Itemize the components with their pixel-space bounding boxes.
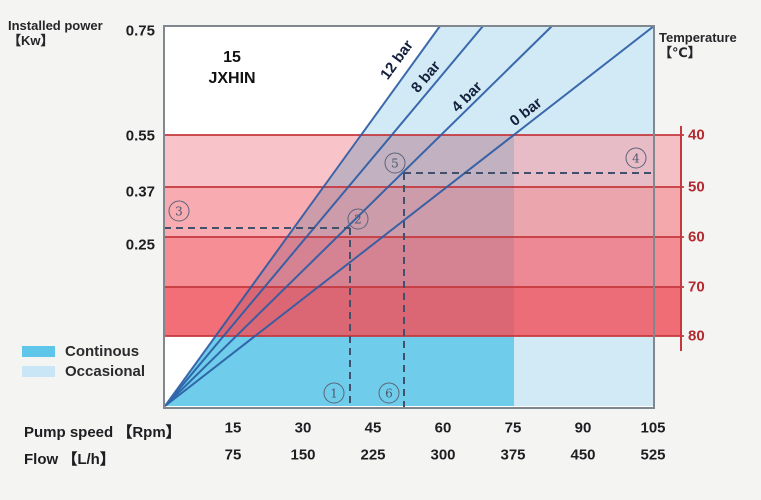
temperature-tick: 70 [688,278,705,296]
pump-speed-tick: 30 [294,419,312,437]
flow-tick: 150 [290,446,316,464]
continuous-swatch [22,345,55,357]
pressure-line-8bar [164,25,484,407]
temp-band-50-60 [164,187,681,237]
pump-speed-tick: 60 [434,419,452,437]
power-tick: 0.37 [125,183,155,201]
temperature-tick: 80 [688,327,705,345]
model-number: 15 [223,49,241,66]
example-marker-5: 5 [384,152,406,174]
temperature-tick: 40 [688,126,705,144]
flow-axis-title: Flow 【L/h】 [24,451,115,468]
power-tick: 0.25 [125,236,155,254]
power-tick: 0.75 [125,22,155,40]
pump-speed-tick: 75 [504,419,522,437]
temp-band-40-50 [164,135,681,187]
temperature-tick: 60 [688,228,705,246]
temperature-axis-title: Temperature 【℃】 [659,30,737,60]
flow-tick: 525 [640,446,666,464]
pump-speed-axis-title: Pump speed 【Rpm】 [24,424,181,441]
flow-tick: 450 [570,446,596,464]
flow-tick: 375 [500,446,526,464]
legend-item-occasional: Occasional [22,362,146,380]
model-label: 15 JXHIN [192,47,272,89]
example-marker-1: 1 [323,382,345,404]
temp-band-60-70 [164,237,681,287]
pump-speed-tick: 15 [224,419,242,437]
pump-speed-tick: 105 [640,419,666,437]
temperature-axis-title-line1: Temperature [659,30,737,45]
example-marker-6: 6 [378,382,400,404]
example-marker-4: 4 [625,147,647,169]
occasional-swatch [22,365,55,377]
model-series: JXHIN [208,70,256,87]
flow-tick: 300 [430,446,456,464]
plot-border [163,25,655,409]
guide-lines [164,172,654,408]
power-axis-title-line2: 【Kw】 [8,33,54,48]
temperature-axis-title-line2: 【℃】 [659,45,701,60]
occasional-label: Occasional [65,362,146,380]
temperature-tick: 50 [688,178,705,196]
flow-tick: 225 [360,446,386,464]
power-axis-title-line1: Installed power [8,18,103,33]
power-axis-title: Installed power 【Kw】 [8,18,103,48]
temp-band-70-80 [164,287,681,336]
flow-tick: 75 [224,446,242,464]
pump-speed-tick: 45 [364,419,382,437]
legend-item-continuous: Continous [22,342,140,360]
pressure-line-12bar [164,25,441,407]
example-marker-3: 3 [168,200,190,222]
temp-band-lines [164,134,684,337]
continuous-label: Continous [65,342,140,360]
power-tick: 0.55 [125,127,155,145]
example-marker-2: 2 [347,208,369,230]
pressure-line-0bar [164,25,655,407]
pump-speed-tick: 90 [574,419,592,437]
